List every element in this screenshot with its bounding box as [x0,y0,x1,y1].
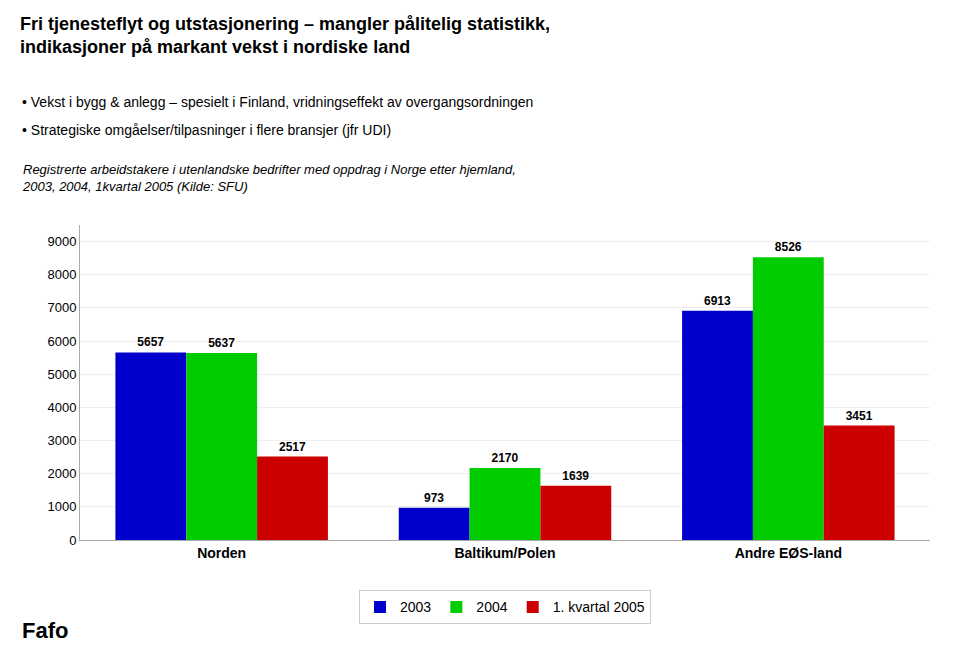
svg-text:3000: 3000 [47,433,76,448]
svg-text:Fafo: Fafo [22,618,68,643]
svg-text:9000: 9000 [47,234,76,249]
svg-text:Norden: Norden [197,545,246,561]
svg-text:Registrerte arbeidstakere i ut: Registrerte arbeidstakere i utenlandske … [22,162,516,194]
svg-text:8526: 8526 [775,240,802,254]
svg-text:6000: 6000 [47,334,76,349]
svg-text:0: 0 [69,533,76,548]
svg-text:Andre EØS-land: Andre EØS-land [735,545,842,561]
svg-text:1. kvartal 2005: 1. kvartal 2005 [553,599,645,615]
svg-text:5000: 5000 [47,367,76,382]
svg-text:• Vekst i bygg & anlegg – spes: • Vekst i bygg & anlegg – spesielt i Fin… [22,94,533,110]
svg-text:2000: 2000 [47,466,76,481]
svg-text:Fri tjenesteflyt og utstasjone: Fri tjenesteflyt og utstasjonering – man… [20,14,550,57]
svg-text:1000: 1000 [47,499,76,514]
svg-text:• Strategiske omgåelser/tilpas: • Strategiske omgåelser/tilpasninger i f… [22,122,391,138]
svg-text:8000: 8000 [47,267,76,282]
svg-text:Baltikum/Polen: Baltikum/Polen [454,545,555,561]
svg-text:2004: 2004 [476,599,507,615]
svg-text:3451: 3451 [846,409,873,423]
svg-text:973: 973 [424,491,444,505]
svg-text:2003: 2003 [400,599,431,615]
svg-text:5657: 5657 [137,335,164,349]
svg-text:2517: 2517 [279,440,306,454]
svg-text:1639: 1639 [562,469,589,483]
svg-text:4000: 4000 [47,400,76,415]
svg-text:7000: 7000 [47,300,76,315]
svg-text:6913: 6913 [704,294,731,308]
svg-text:5637: 5637 [208,336,235,350]
svg-text:2170: 2170 [491,451,518,465]
